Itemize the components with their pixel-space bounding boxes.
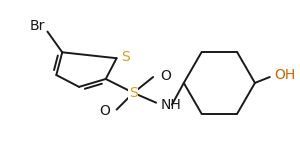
Text: Br: Br — [30, 19, 45, 33]
Text: S: S — [122, 50, 130, 64]
Text: O: O — [160, 69, 171, 83]
Text: NH: NH — [161, 98, 182, 112]
Text: S: S — [129, 86, 138, 100]
Text: OH: OH — [275, 68, 296, 82]
Text: O: O — [99, 104, 110, 118]
